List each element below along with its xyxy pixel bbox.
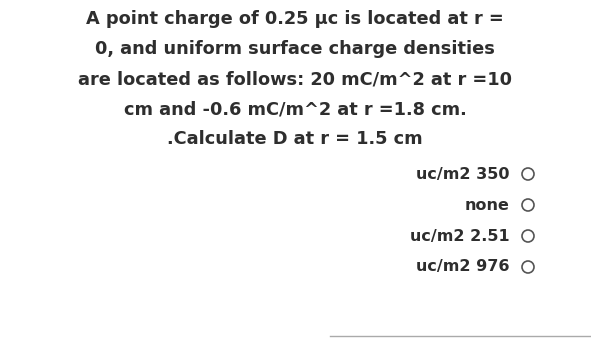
Text: A point charge of 0.25 μc is located at r =: A point charge of 0.25 μc is located at … xyxy=(86,10,504,28)
Text: .Calculate D at r = 1.5 cm: .Calculate D at r = 1.5 cm xyxy=(167,130,423,148)
Text: 0, and uniform surface charge densities: 0, and uniform surface charge densities xyxy=(95,40,495,58)
Text: uc/m2 2.51: uc/m2 2.51 xyxy=(410,228,510,244)
Text: uc/m2 976: uc/m2 976 xyxy=(417,259,510,275)
Text: cm and -0.6 mC/m^2 at r =1.8 cm.: cm and -0.6 mC/m^2 at r =1.8 cm. xyxy=(124,100,466,118)
Text: uc/m2 350: uc/m2 350 xyxy=(417,166,510,182)
Text: are located as follows: 20 mC/m^2 at r =10: are located as follows: 20 mC/m^2 at r =… xyxy=(78,70,512,88)
Text: none: none xyxy=(465,197,510,213)
